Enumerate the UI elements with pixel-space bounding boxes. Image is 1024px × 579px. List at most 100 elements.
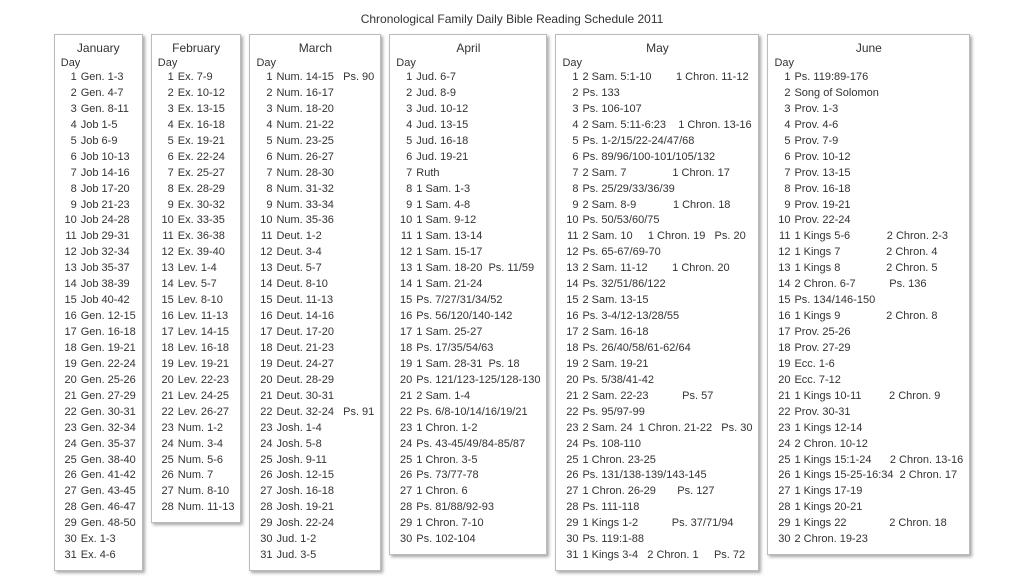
reading-reference: Ps. 32/51/86/122 [582,277,752,293]
reading-reference: Ps. 26/40/58/61-62/64 [582,341,752,357]
day-number: 13 [774,261,790,277]
reading-row: 19Ecc. 1-6 [774,357,963,373]
reading-reference: Lev. 1-4 [178,261,235,277]
reading-reference: Ps. 3-4/12-13/28/55 [582,309,752,325]
reading-reference: Ps. 102-104 [416,532,540,548]
reading-row: 24Num. 3-4 [158,437,235,453]
reading-row: 14Ps. 32/51/86/122 [562,277,752,293]
reading-row: 24Gen. 35-37 [61,437,136,453]
day-number: 27 [396,484,412,500]
reading-row: 42 Sam. 5:11-6:23 1 Chron. 13-16 [562,118,752,134]
reading-row: 291 Kings 22 2 Chron. 18 [774,516,963,532]
day-number: 18 [256,341,272,357]
reading-row: 251 Chron. 23-25 [562,453,752,469]
reading-reference: Job 17-20 [81,182,136,198]
reading-row: 2Jud. 8-9 [396,86,540,102]
reading-reference: 2 Sam. 24 1 Chron. 21-22Ps. 30 [582,421,752,437]
day-number: 5 [774,134,790,150]
reading-reference: Job 10-13 [81,150,136,166]
reading-reference: Ex. 10-12 [178,86,235,102]
reading-reference: Num. 31-32 [276,182,374,198]
reading-row: 15Job 40-42 [61,293,136,309]
reading-row: 23Josh. 1-4 [256,421,374,437]
reading-reference: Ex. 36-38 [178,229,235,245]
reading-reference: Gen. 16-18 [81,325,136,341]
reading-row: 1Num. 14-15Ps. 90 [256,70,374,86]
day-number: 6 [396,150,412,166]
day-number: 30 [61,532,77,548]
day-number: 7 [158,166,174,182]
reading-row: 101 Sam. 9-12 [396,213,540,229]
day-number: 2 [396,86,412,102]
day-number: 31 [256,548,272,564]
day-number: 10 [158,213,174,229]
day-number: 19 [61,357,77,373]
reading-reference: Gen. 22-24 [81,357,136,373]
reading-reference: Ps. 111-118 [582,500,752,516]
day-number: 21 [774,389,790,405]
reading-reference: 1 Kings 22 2 Chron. 18 [794,516,963,532]
reading-reference: Ps. 56/120/140-142 [416,309,540,325]
month-name: May [562,41,752,55]
reading-row: 5Job 6-9 [61,134,136,150]
reading-row: 12Job 32-34 [61,245,136,261]
day-number: 30 [562,532,578,548]
day-number: 12 [61,245,77,261]
reading-row: 30Ps. 119:1-88 [562,532,752,548]
reading-reference: Ruth [416,166,540,182]
reading-row: 10Job 24-28 [61,213,136,229]
reading-reference: 1 Kings 12-14 [794,421,963,437]
rows: 1Gen. 1-32Gen. 4-73Gen. 8-114Job 1-55Job… [61,70,136,564]
rows: 1Ex. 7-92Ex. 10-123Ex. 13-154Ex. 16-185E… [158,70,235,516]
day-number: 30 [774,532,790,548]
reading-reference: Jud. 6-7 [416,70,540,86]
reading-reference: Prov. 27-29 [794,341,963,357]
day-number: 26 [61,468,77,484]
reading-reference: 2 Sam. 11-12 1 Chron. 20 [582,261,752,277]
reading-row: 4Job 1-5 [61,118,136,134]
reading-reference: Job 32-34 [81,245,136,261]
day-number: 16 [256,309,272,325]
day-number: 4 [774,118,790,134]
reading-reference: Ex. 1-3 [81,532,136,548]
reading-row: 20Deut. 28-29 [256,373,374,389]
day-header: Day [61,57,136,69]
reading-row: 6Ex. 22-24 [158,150,235,166]
reading-reference: Gen. 30-31 [81,405,136,421]
reading-reference: Job 35-37 [81,261,136,277]
reading-row: 2Gen. 4-7 [61,86,136,102]
day-header: Day [396,57,540,69]
reading-reference: Lev. 19-21 [178,357,235,373]
day-number: 13 [158,261,174,277]
day-number: 14 [396,277,412,293]
reading-reference: Ps. 50/53/60/75 [582,213,752,229]
day-number: 22 [562,405,578,421]
day-number: 6 [562,150,578,166]
day-number: 6 [61,150,77,166]
reading-row: 5Num. 23-25 [256,134,374,150]
reading-row: 16Ps. 56/120/140-142 [396,309,540,325]
reading-row: 23Num. 1-2 [158,421,235,437]
reading-row: 7Job 14-16 [61,166,136,182]
reading-row: 31Jud. 3-5 [256,548,374,564]
reading-reference: Ps. 81/88/92-93 [416,500,540,516]
reading-row: 2Num. 16-17 [256,86,374,102]
day-number: 23 [61,421,77,437]
reading-reference: 2 Sam. 1-4 [416,389,540,405]
reading-reference: Ex. 13-15 [178,102,235,118]
reading-row: 211 Kings 10-11 2 Chron. 9 [774,389,963,405]
reading-row: 3Gen. 8-11 [61,102,136,118]
reading-reference: Gen. 38-40 [81,453,136,469]
reading-reference: 1 Kings 1-2 Ps. 37/71/94 [582,516,752,532]
reading-row: 8Num. 31-32 [256,182,374,198]
reading-reference: Deut. 3-4 [276,245,374,261]
reading-reference: Ex. 25-27 [178,166,235,182]
reading-row: 111 Sam. 13-14 [396,229,540,245]
reading-row: 121 Sam. 15-17 [396,245,540,261]
reading-row: 1Ex. 7-9 [158,70,235,86]
reading-reference: 2 Sam. 10 1 Chron. 19Ps. 20 [582,229,752,245]
reading-reference: Gen. 43-45 [81,484,136,500]
reading-row: 9Ex. 30-32 [158,198,235,214]
reading-row: 11Job 29-31 [61,229,136,245]
day-number: 9 [562,198,578,214]
